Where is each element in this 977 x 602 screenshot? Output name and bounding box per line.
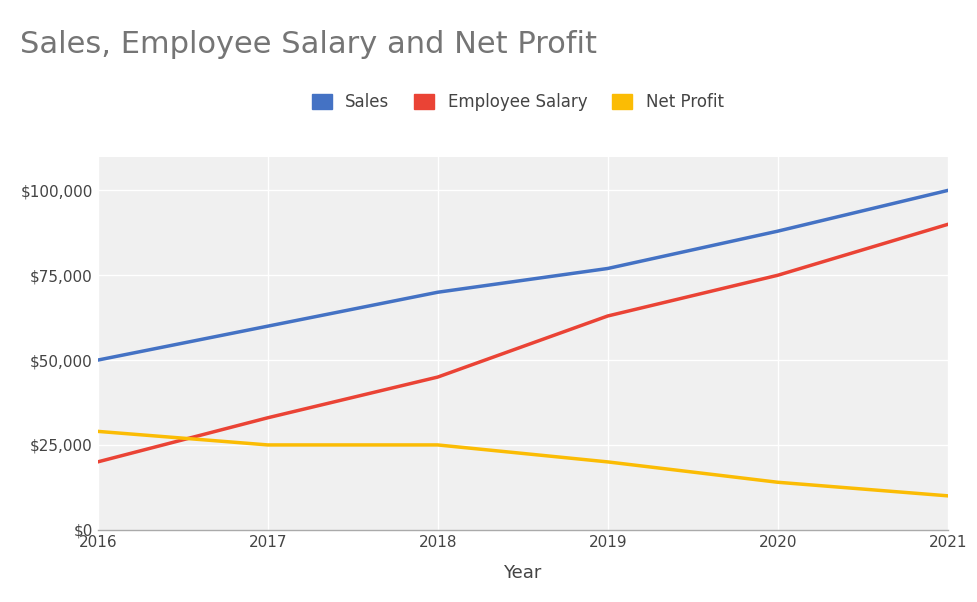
Text: Sales, Employee Salary and Net Profit: Sales, Employee Salary and Net Profit xyxy=(20,30,597,59)
Net Profit xyxy=(92,428,104,435)
Line: Employee Salary: Employee Salary xyxy=(98,225,948,462)
Net Profit xyxy=(942,492,954,500)
Employee Salary xyxy=(432,373,444,380)
Line: Net Profit: Net Profit xyxy=(98,432,948,496)
Employee Salary xyxy=(942,221,954,228)
Net Profit xyxy=(772,479,784,486)
Employee Salary xyxy=(262,414,274,421)
Sales xyxy=(262,323,274,330)
Sales xyxy=(602,265,614,272)
Employee Salary xyxy=(92,458,104,465)
Net Profit xyxy=(602,458,614,465)
Sales xyxy=(432,288,444,296)
Net Profit xyxy=(262,441,274,448)
Legend: Sales, Employee Salary, Net Profit: Sales, Employee Salary, Net Profit xyxy=(305,87,731,118)
Employee Salary xyxy=(602,312,614,320)
X-axis label: Year: Year xyxy=(503,563,542,582)
Employee Salary xyxy=(772,272,784,279)
Net Profit xyxy=(432,441,444,448)
Sales xyxy=(772,228,784,235)
Line: Sales: Sales xyxy=(98,190,948,360)
Sales xyxy=(942,187,954,194)
Sales xyxy=(92,356,104,364)
